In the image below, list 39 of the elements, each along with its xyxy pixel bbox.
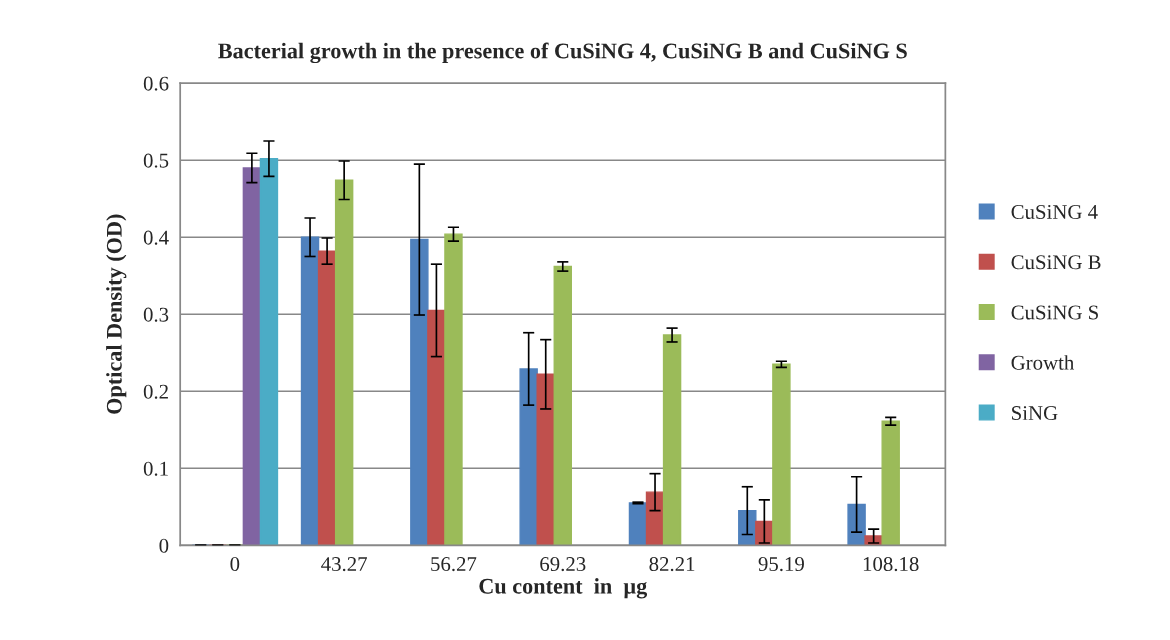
bar <box>259 157 279 546</box>
legend-label: CuSiNG S <box>1011 305 1098 320</box>
bar <box>444 233 463 546</box>
y-tick-label: 0.3 <box>143 307 169 322</box>
y-tick-label: 0.6 <box>143 76 169 91</box>
legend-label: Growth <box>1011 355 1075 370</box>
y-tick-label: 0 <box>159 538 169 553</box>
x-tick-label: 43.27 <box>321 557 367 572</box>
bar <box>662 334 682 546</box>
legend-label: SiNG <box>1012 406 1058 421</box>
bar <box>300 236 320 546</box>
bar <box>410 238 429 546</box>
y-tick-label: 0.1 <box>143 461 168 476</box>
bar <box>645 491 665 546</box>
bar <box>519 368 538 546</box>
x-tick-label: 95.19 <box>758 557 804 572</box>
bar <box>536 373 555 546</box>
x-axis-title: Cu content in µg <box>479 578 648 599</box>
bar <box>553 265 572 546</box>
legend-label: CuSiNG B <box>1011 255 1101 270</box>
legend-label: CuSiNG 4 <box>1011 204 1098 219</box>
bar <box>772 363 791 546</box>
x-tick-label: 56.27 <box>431 557 477 572</box>
bar <box>628 502 648 546</box>
x-tick-label: 108.18 <box>863 556 919 572</box>
y-tick-label: 0.5 <box>143 153 169 168</box>
y-tick-label: 0.4 <box>143 230 169 245</box>
bar <box>427 309 446 546</box>
x-tick-label: 82.21 <box>649 556 695 572</box>
chart-title: Bacterial growth in the presence of CuSiNG 4, CuSiNG B and CuSiNG S <box>218 42 907 64</box>
y-tick-label: 0.2 <box>143 384 168 399</box>
bar <box>317 250 337 546</box>
bar <box>881 420 900 546</box>
bar <box>334 179 354 546</box>
bar <box>242 167 262 546</box>
bar <box>847 503 866 546</box>
x-tick-label: 69.23 <box>540 557 586 572</box>
y-axis-title: Optical Density (OD) <box>106 214 127 414</box>
x-tick-label: 0 <box>230 556 240 572</box>
